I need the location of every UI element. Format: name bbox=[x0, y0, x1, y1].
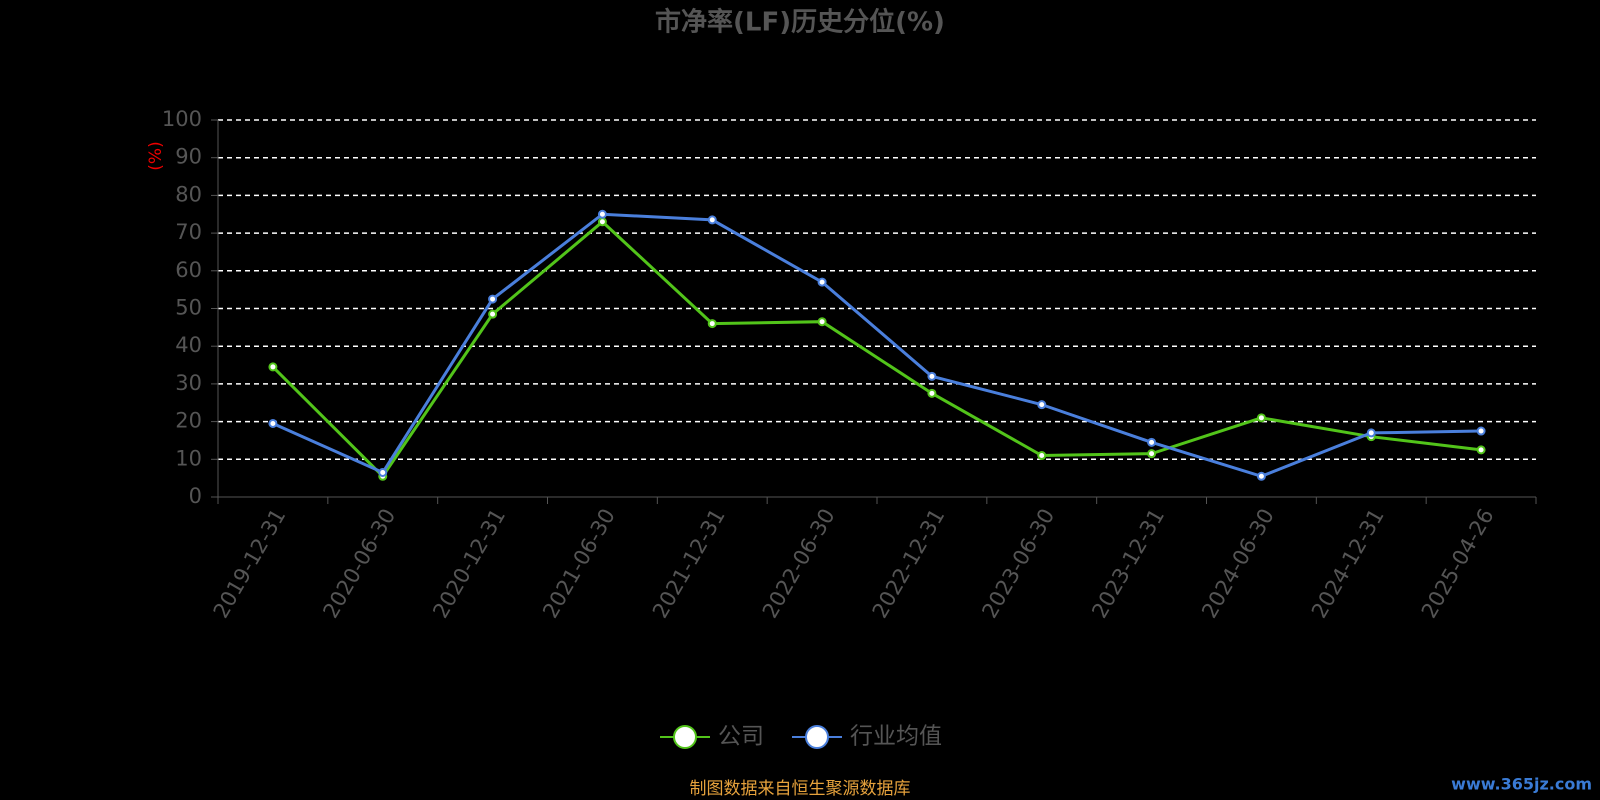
y-tick-label: 80 bbox=[175, 182, 202, 206]
data-point bbox=[1037, 400, 1047, 410]
series-line bbox=[272, 212, 1482, 478]
data-point bbox=[1256, 471, 1266, 481]
chart-title: 市净率(LF)历史分位(%) bbox=[655, 7, 945, 38]
y-tick-label: 50 bbox=[175, 296, 202, 320]
y-tick-label: 90 bbox=[175, 145, 202, 169]
legend-marker bbox=[673, 725, 697, 749]
data-point bbox=[927, 371, 937, 381]
legend-marker bbox=[805, 725, 829, 749]
y-tick-label: 100 bbox=[162, 107, 202, 131]
series-line bbox=[271, 219, 1482, 479]
data-point bbox=[378, 467, 388, 477]
data-point bbox=[1476, 445, 1486, 455]
data-point bbox=[597, 209, 607, 219]
data-point bbox=[488, 309, 498, 319]
y-tick-label: 60 bbox=[175, 258, 202, 282]
legend-label: 行业均值 bbox=[850, 724, 942, 750]
data-point bbox=[1147, 437, 1157, 447]
data-point bbox=[268, 362, 278, 372]
data-point bbox=[817, 317, 827, 327]
y-tick-label: 20 bbox=[175, 409, 202, 433]
data-point bbox=[1037, 451, 1047, 461]
data-point bbox=[1476, 426, 1486, 436]
y-tick-label: 40 bbox=[175, 333, 202, 357]
data-point bbox=[1147, 449, 1157, 459]
data-point bbox=[927, 388, 937, 398]
data-point bbox=[597, 217, 607, 227]
data-point bbox=[1256, 413, 1266, 423]
data-point bbox=[1366, 428, 1376, 438]
y-tick-label: 70 bbox=[175, 220, 202, 244]
data-point bbox=[488, 294, 498, 304]
y-tick-label: 10 bbox=[175, 446, 202, 470]
data-point bbox=[268, 418, 278, 428]
watermark: www.365jz.com bbox=[1451, 775, 1592, 794]
legend-label: 公司 bbox=[718, 724, 764, 750]
y-axis-label: (%) bbox=[146, 141, 166, 170]
source-note: 制图数据来自恒生聚源数据库 bbox=[690, 779, 911, 799]
y-tick-label: 0 bbox=[189, 484, 202, 508]
data-point bbox=[707, 319, 717, 329]
data-point bbox=[707, 215, 717, 225]
y-tick-label: 30 bbox=[175, 371, 202, 395]
data-point bbox=[817, 277, 827, 287]
